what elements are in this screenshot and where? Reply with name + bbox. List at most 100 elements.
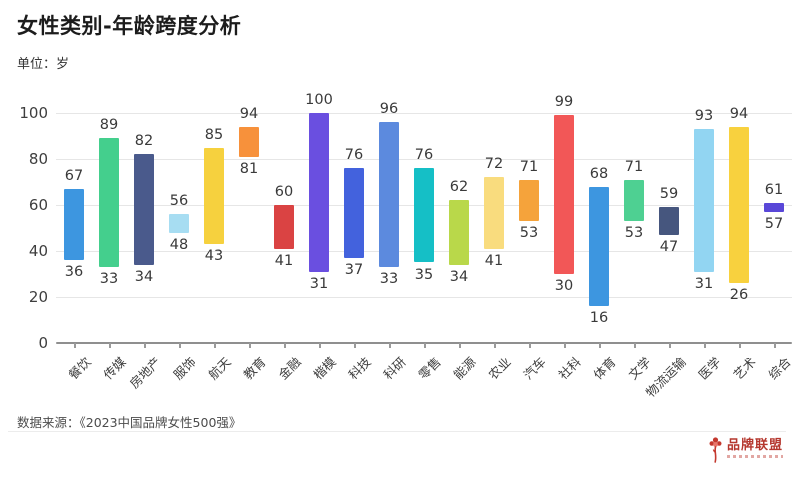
x-category-label: 餐饮 (65, 354, 94, 383)
unit-label: 单位：岁 (17, 57, 70, 72)
range-bar (554, 115, 574, 274)
bar-min-label: 36 (64, 264, 84, 281)
x-axis-tick (739, 343, 741, 348)
range-bar (134, 154, 154, 265)
x-axis-tick (319, 343, 321, 348)
bar-min-label: 26 (729, 287, 749, 304)
bar-min-label: 35 (414, 266, 434, 283)
range-bar (519, 179, 539, 222)
x-category-label: 能源 (450, 354, 479, 383)
brand-logo-tagline (727, 455, 783, 458)
gridline-y20 (56, 297, 792, 298)
y-axis-tick-label: 100 (19, 104, 48, 122)
y-axis-tick-label: 20 (28, 288, 48, 306)
x-category-label: 综合 (765, 354, 794, 383)
x-category-label: 服饰 (170, 354, 199, 383)
bar-min-label: 34 (449, 268, 469, 285)
bar-max-label: 96 (379, 101, 399, 118)
x-axis-tick (179, 343, 181, 348)
bar-max-label: 76 (414, 147, 434, 164)
x-axis-tick (634, 343, 636, 348)
bar-min-label: 33 (99, 271, 119, 288)
page-title: 女性类别-年龄跨度分析 (17, 14, 242, 38)
x-axis-tick (144, 343, 146, 348)
bar-min-label: 57 (764, 215, 784, 232)
bar-max-label: 60 (274, 184, 294, 200)
bar-max-label: 61 (764, 181, 784, 198)
bar-min-label: 41 (484, 252, 504, 269)
y-axis-tick-label: 0 (38, 334, 48, 352)
x-axis-tick (389, 343, 391, 348)
bar-min-label: 33 (379, 271, 399, 288)
bar-min-label: 31 (309, 275, 329, 292)
x-axis-tick (424, 343, 426, 348)
bar-max-label: 99 (554, 94, 574, 111)
x-axis-tick (109, 343, 111, 348)
bar-min-label: 81 (239, 160, 259, 177)
y-axis-tick-label: 60 (28, 196, 48, 214)
range-bar (344, 168, 364, 258)
bar-max-label: 62 (449, 179, 469, 196)
brand-logo-text: 品牌联盟 (727, 438, 784, 453)
bar-max-label: 89 (99, 117, 119, 134)
bar-max-label: 72 (484, 156, 504, 173)
bar-min-label: 41 (274, 252, 294, 269)
x-axis-tick (669, 343, 671, 348)
range-bar (204, 147, 224, 245)
range-bar (624, 179, 644, 222)
bar-max-label: 94 (239, 105, 259, 122)
x-category-label: 汽车 (520, 354, 549, 383)
range-bar (729, 126, 749, 284)
range-bar (484, 177, 504, 249)
bar-max-label: 59 (659, 186, 679, 203)
x-axis-tick (284, 343, 286, 348)
x-category-label: 科技 (345, 354, 374, 383)
bar-max-label: 94 (729, 105, 749, 122)
bar-max-label: 68 (589, 165, 609, 182)
x-category-label: 体育 (590, 354, 619, 383)
bar-max-label: 67 (64, 167, 84, 184)
y-axis-tick-label: 40 (28, 242, 48, 260)
range-bar (589, 186, 609, 307)
range-bar (99, 138, 119, 268)
bar-max-label: 85 (204, 126, 224, 143)
range-bar (764, 202, 784, 212)
x-axis-tick (494, 343, 496, 348)
x-axis-tick (354, 343, 356, 348)
x-axis-tick (774, 343, 776, 348)
x-category-label: 教育 (240, 354, 269, 383)
x-category-label: 金融 (275, 354, 304, 383)
gridline-y100 (56, 113, 792, 114)
bar-max-label: 76 (344, 147, 364, 164)
x-axis-tick (459, 343, 461, 348)
bar-min-label: 16 (589, 310, 609, 327)
bar-min-label: 43 (204, 248, 224, 265)
bar-min-label: 34 (134, 268, 154, 285)
bar-max-label: 71 (624, 158, 644, 175)
x-axis-tick (704, 343, 706, 348)
x-axis-tick (564, 343, 566, 348)
bar-min-label: 31 (694, 275, 714, 292)
x-category-label: 社科 (555, 354, 584, 383)
bar-min-label: 53 (519, 225, 539, 242)
x-axis-tick (529, 343, 531, 348)
range-bar (694, 129, 714, 272)
range-bar (414, 168, 434, 263)
range-bar (169, 214, 189, 233)
x-category-label: 医学 (695, 354, 724, 383)
range-bar (659, 207, 679, 235)
x-category-label: 科研 (380, 354, 409, 383)
bar-max-label: 71 (519, 158, 539, 175)
bar-min-label: 30 (554, 278, 574, 294)
x-category-label: 艺术 (730, 354, 759, 383)
x-category-label: 农业 (485, 354, 514, 383)
x-axis-tick (599, 343, 601, 348)
brand-logo: 品牌联盟 (708, 436, 798, 470)
data-source-note: 数据来源：《2023中国品牌女性500强》 (17, 415, 242, 430)
bar-min-label: 48 (169, 236, 189, 253)
footer-divider (8, 431, 786, 432)
bar-min-label: 47 (659, 238, 679, 255)
x-axis-tick (249, 343, 251, 348)
x-category-label: 航天 (205, 354, 234, 383)
bar-max-label: 82 (134, 133, 154, 150)
